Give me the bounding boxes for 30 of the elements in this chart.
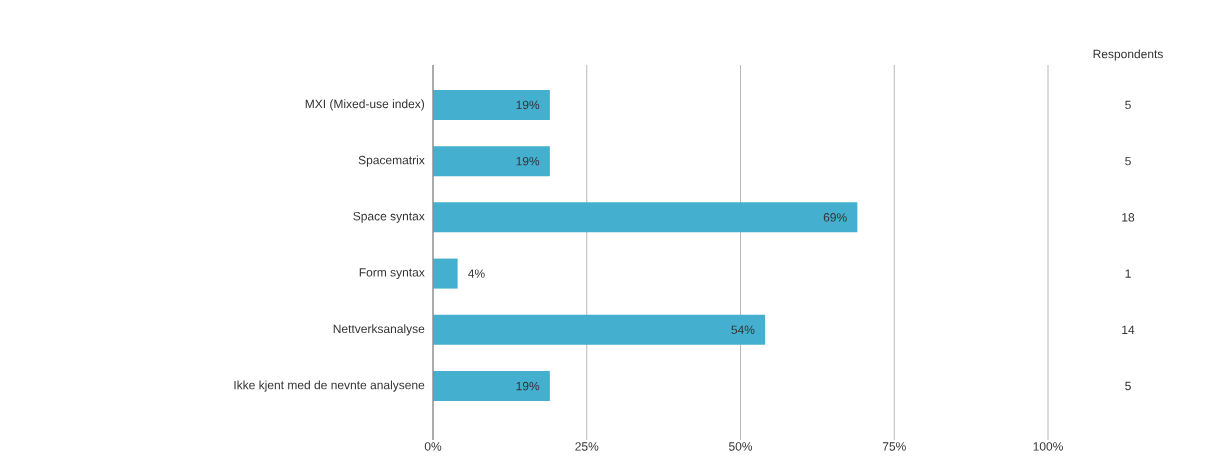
text: 5 [1125, 156, 1131, 166]
bar [433, 371, 550, 402]
bar [433, 89, 550, 120]
data-label: 69% [823, 213, 847, 222]
x-tick-label: 50% [728, 442, 753, 451]
text: 5 [1125, 100, 1131, 110]
text: 5 [1125, 381, 1131, 391]
data-label: 19% [516, 100, 540, 110]
x-tick-label: 25% [575, 442, 599, 451]
bar [433, 202, 858, 233]
y-tick-label: Ikke kjent med de nevnte analysene [234, 380, 425, 392]
bar [433, 314, 766, 345]
y-tick-label: Spacematrix [358, 155, 425, 167]
text: Respondents [1093, 49, 1163, 61]
bar [433, 146, 550, 177]
data-label: 54% [731, 325, 755, 335]
data-label: 4% [468, 269, 485, 278]
x-tick-label: 0% [424, 442, 442, 451]
x-tick-label: 75% [882, 442, 906, 451]
y-tick-label: MXI (Mixed-use index) [305, 99, 425, 111]
y-tick-label: Space syntax [353, 211, 425, 223]
text: 18 [1122, 213, 1135, 222]
y-tick-label: Form syntax [359, 268, 425, 279]
x-tick-label: 100% [1033, 442, 1063, 451]
data-label: 19% [516, 381, 540, 391]
y-tick-label: Nettverksanalyse [333, 324, 425, 336]
data-label: 19% [516, 156, 540, 166]
text: 14 [1122, 325, 1135, 334]
text: 1 [1125, 269, 1131, 278]
bar [433, 258, 458, 289]
